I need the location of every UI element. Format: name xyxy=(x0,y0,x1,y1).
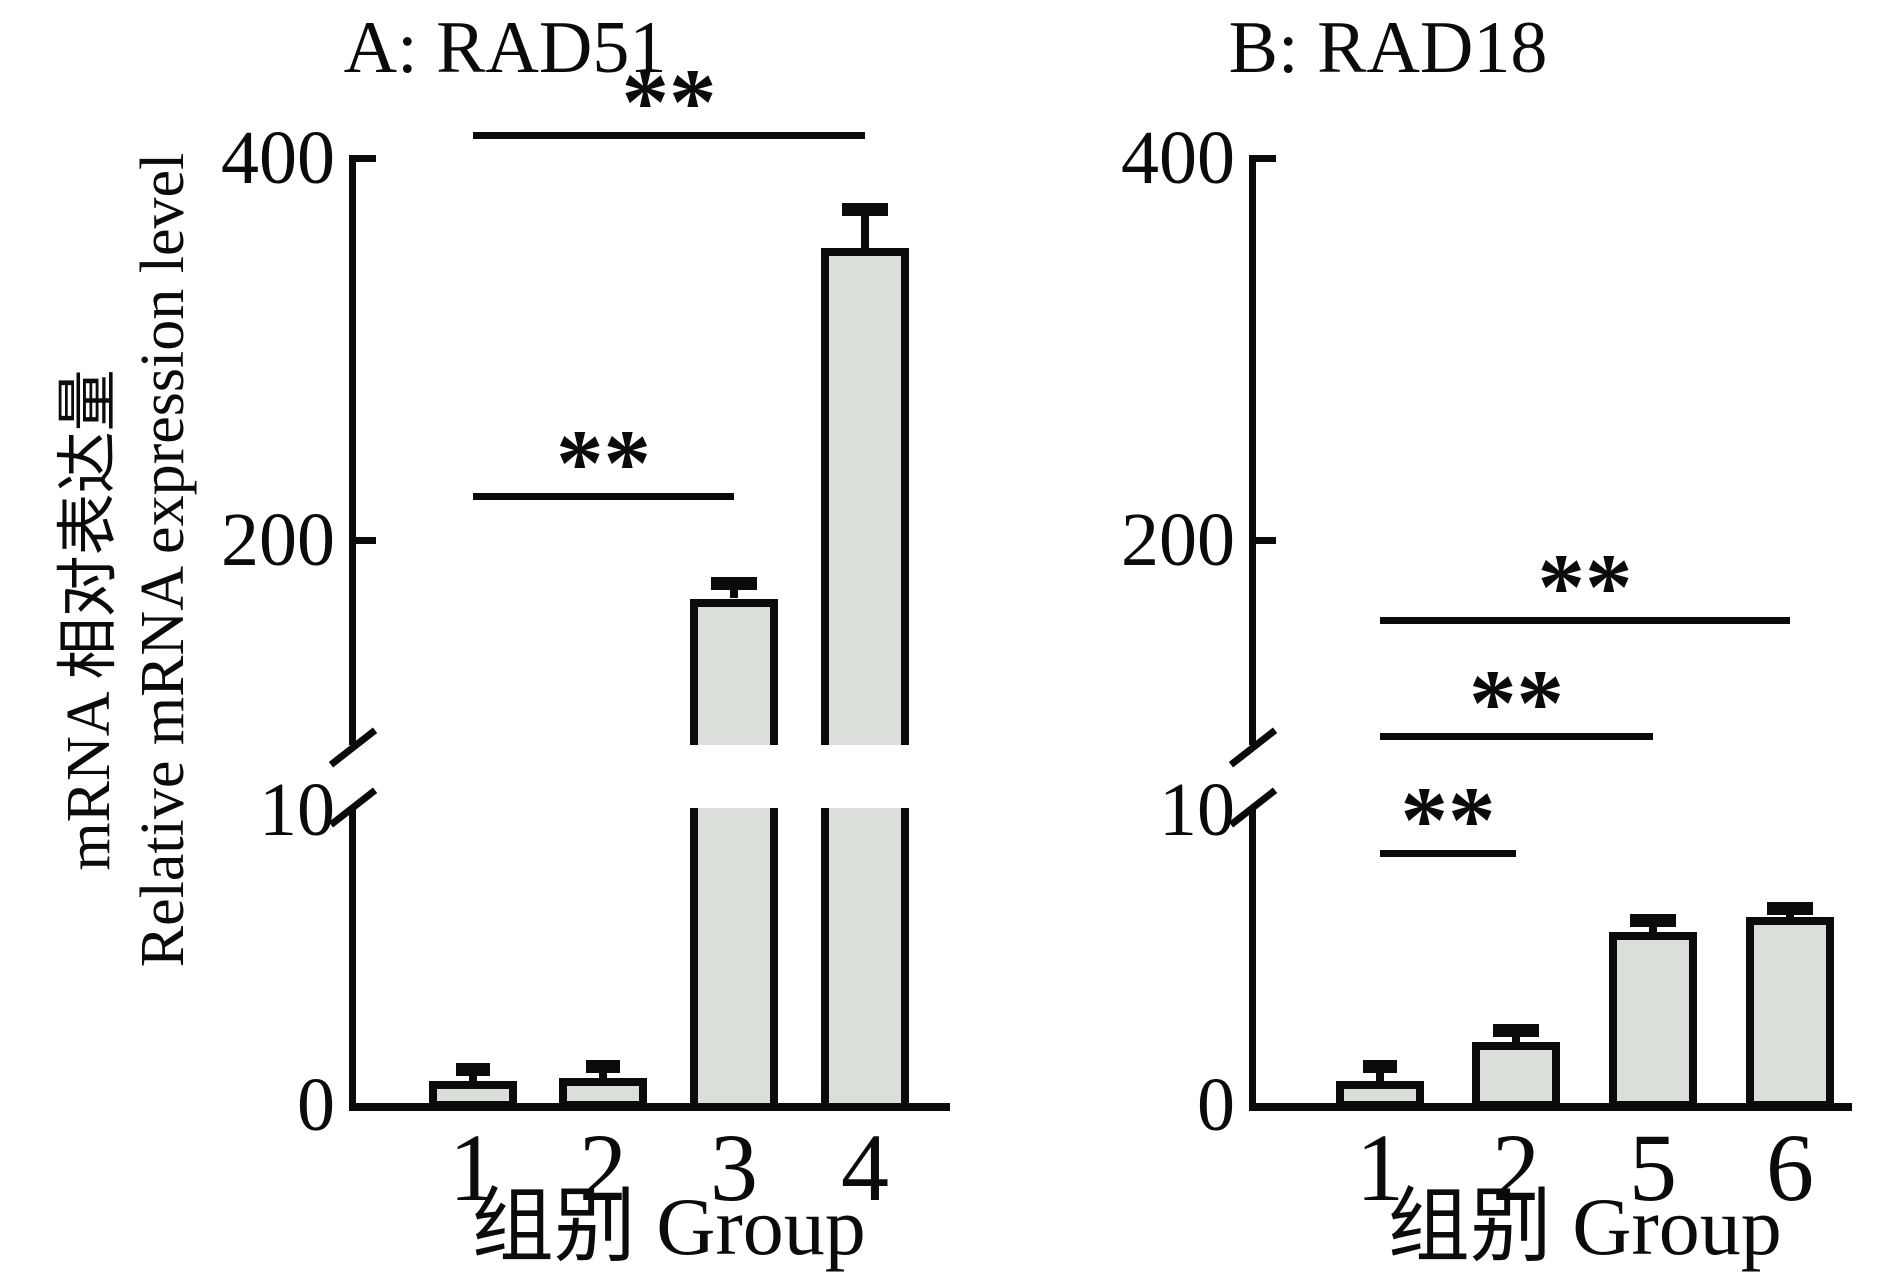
error-whisker-b-1 xyxy=(1376,1066,1384,1082)
error-cap-b-6 xyxy=(1767,901,1813,915)
y-tick-label-a-10: 10 xyxy=(259,768,335,852)
x-axis-label-b: 组别 Group xyxy=(1387,1180,1782,1272)
x-axis-label-a: 组别 Group xyxy=(471,1180,866,1272)
sig-stars-a-1-4: ** xyxy=(621,48,717,155)
sig-line-b-1-2 xyxy=(1380,850,1516,857)
y-tick-200-a xyxy=(356,537,376,544)
sig-line-a-1-3 xyxy=(473,493,734,500)
y-tick-label-a-400: 400 xyxy=(221,116,335,200)
sig-stars-a-1-3: ** xyxy=(556,409,651,516)
sig-stars-b-1-2: ** xyxy=(1400,766,1496,873)
sig-line-b-1-5 xyxy=(1380,733,1653,740)
y-axis-lower-segment-b xyxy=(1249,808,1256,1111)
x-tick-label-b-5: 5 xyxy=(1629,1114,1677,1221)
y-tick-400-b xyxy=(1256,155,1276,162)
x-tick-label-a-1: 1 xyxy=(449,1114,497,1221)
sig-line-b-1-6 xyxy=(1380,617,1790,624)
x-tick-label-a-3: 3 xyxy=(710,1114,758,1221)
error-cap-a-4 xyxy=(842,202,888,216)
error-cap-a-1 xyxy=(456,1063,490,1077)
error-cap-b-1 xyxy=(1363,1060,1397,1074)
error-cap-a-3 xyxy=(711,576,757,590)
y-axis-upper-segment-a xyxy=(349,155,356,745)
bar-upper-a-group-3 xyxy=(690,598,778,745)
y-tick-label-a-0: 0 xyxy=(297,1063,335,1147)
y-tick-label-b-0: 0 xyxy=(1197,1063,1235,1147)
bar-lower-a-group-3 xyxy=(690,808,778,1109)
error-whisker-a-3 xyxy=(730,582,738,599)
y-tick-400-a xyxy=(356,155,376,162)
y-tick-label-b-10: 10 xyxy=(1159,768,1235,852)
y-axis-lower-segment-a xyxy=(349,808,356,1111)
x-axis-b xyxy=(1249,1103,1852,1111)
sig-line-a-1-4 xyxy=(473,132,865,139)
y-tick-200-b xyxy=(1256,537,1276,544)
y-tick-label-b-400: 400 xyxy=(1121,116,1235,200)
bar-upper-a-group-4 xyxy=(821,247,909,745)
bar-b-group-6 xyxy=(1746,916,1834,1109)
error-cap-b-2 xyxy=(1493,1024,1539,1038)
error-whisker-a-4 xyxy=(861,208,869,248)
error-cap-a-2 xyxy=(586,1060,620,1074)
panel-title-a: A: RAD51 xyxy=(343,6,667,89)
panel-title-b: B: RAD18 xyxy=(1228,6,1548,89)
x-tick-label-b-1: 1 xyxy=(1356,1114,1404,1221)
bar-lower-a-group-4 xyxy=(821,808,909,1109)
x-tick-label-a-2: 2 xyxy=(579,1114,627,1221)
bar-b-group-5 xyxy=(1609,931,1697,1109)
y-axis-upper-segment-b xyxy=(1249,155,1256,745)
x-tick-label-b-6: 6 xyxy=(1766,1114,1814,1221)
y-tick-label-b-200: 200 xyxy=(1121,498,1235,582)
y-axis-label-zh: mRNA 相对表达量 xyxy=(55,369,123,871)
bar-b-group-2 xyxy=(1472,1042,1560,1109)
x-tick-label-a-4: 4 xyxy=(841,1114,889,1221)
sig-stars-b-1-5: ** xyxy=(1469,649,1564,756)
y-tick-label-a-200: 200 xyxy=(221,498,335,582)
x-tick-label-b-2: 2 xyxy=(1492,1114,1540,1221)
error-cap-b-5 xyxy=(1630,913,1676,927)
sig-stars-b-1-6: ** xyxy=(1537,533,1633,640)
x-axis-a xyxy=(349,1103,950,1111)
